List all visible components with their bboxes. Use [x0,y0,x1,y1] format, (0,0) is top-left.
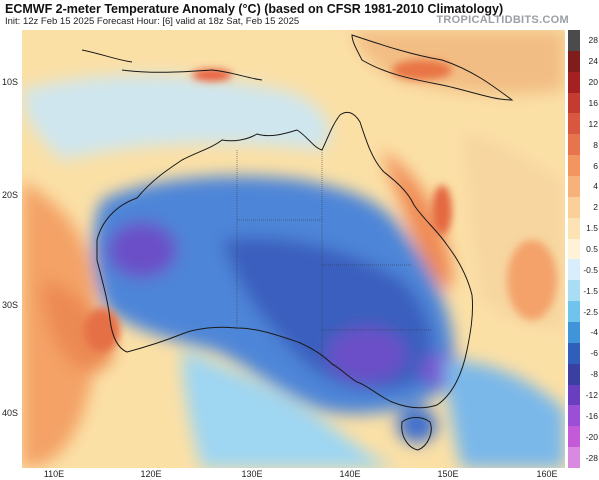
colorbar-segment [568,134,580,156]
colorbar-segment [568,30,580,52]
new-guinea-coastline [351,34,514,101]
map-title: ECMWF 2-meter Temperature Anomaly (°C) (… [5,2,504,16]
colorbar-label: 12 [588,118,598,129]
colorbar-label: -6 [590,348,598,359]
colorbar-segment [568,217,580,240]
indonesia-coastline [81,49,263,81]
lon-label-150e: 150E [437,469,459,479]
lon-label-120e: 120E [140,469,162,479]
colorbar-label: 20 [588,77,598,88]
colorbar-label: -2.5 [583,306,598,317]
temperature-anomaly-map [22,30,565,468]
brand-watermark: TROPICALTIDBITS.COM [436,14,569,26]
colorbar-label: 28 [588,35,598,46]
colorbar-label: 2 [593,202,598,213]
lon-label-140e: 140E [339,469,361,479]
lon-label-110e: 110E [43,469,65,479]
colorbar-segment [568,384,580,406]
colorbar-label: -28 [585,452,598,463]
colorbar-label: 24 [588,56,598,67]
colorbar-segment [568,447,580,469]
colorbar [568,30,580,469]
colorbar-segment [568,405,580,427]
colorbar-segment [568,196,580,219]
colorbar-label: -1.5 [583,285,598,296]
lon-label-130e: 130E [241,469,263,479]
colorbar-label: 16 [588,98,598,108]
colorbar-label: -4 [590,327,598,338]
header: ECMWF 2-meter Temperature Anomaly (°C) (… [0,0,599,30]
colorbar-label: -16 [585,410,598,421]
colorbar-segment [568,155,580,177]
lat-label-30s: 30S [2,300,19,310]
colorbar-label: 6 [593,160,598,171]
colorbar-label: -8 [590,369,598,380]
lat-label-40s: 40S [2,408,19,418]
colorbar-segment [568,342,580,365]
colorbar-segment [568,426,580,448]
colorbar-segment [568,238,580,260]
anomaly-field [22,30,565,468]
colorbar-label: 4 [593,181,598,192]
colorbar-segment [568,71,580,94]
colorbar-segment [568,301,580,323]
colorbar-segment [568,92,580,114]
lon-label-160e: 160E [536,469,558,479]
australia-coastline [96,111,473,409]
colorbar-segment [568,322,580,344]
anomaly-detail [84,60,557,352]
state-borders [236,150,432,360]
colorbar-segment [568,113,580,135]
colorbar-segment [568,280,580,302]
colorbar-label: -20 [585,431,598,442]
colorbar-label: 1.5 [586,223,598,234]
colorbar-label: -12 [585,390,598,400]
colorbar-labels: 28 24 20 16 12 8 6 4 2 1.5 0.5 -0.5 -1.5 -2.5 -4 -6 -8 -1… [582,30,599,468]
colorbar-label: -0.5 [583,264,598,275]
tasmania-coastline [401,417,432,451]
colorbar-label: 0.5 [586,244,598,254]
map-panel [22,30,565,468]
map-subtitle: Init: 12z Feb 15 2025 Forecast Hour: [6]… [5,16,300,27]
lat-label-10s: 10S [2,77,19,87]
lat-label-20s: 20S [2,190,19,200]
colorbar-segment [568,259,580,281]
colorbar-label: 8 [593,139,598,150]
colorbar-segment [568,363,580,386]
colorbar-segment [568,50,580,73]
colorbar-segment [568,176,580,198]
